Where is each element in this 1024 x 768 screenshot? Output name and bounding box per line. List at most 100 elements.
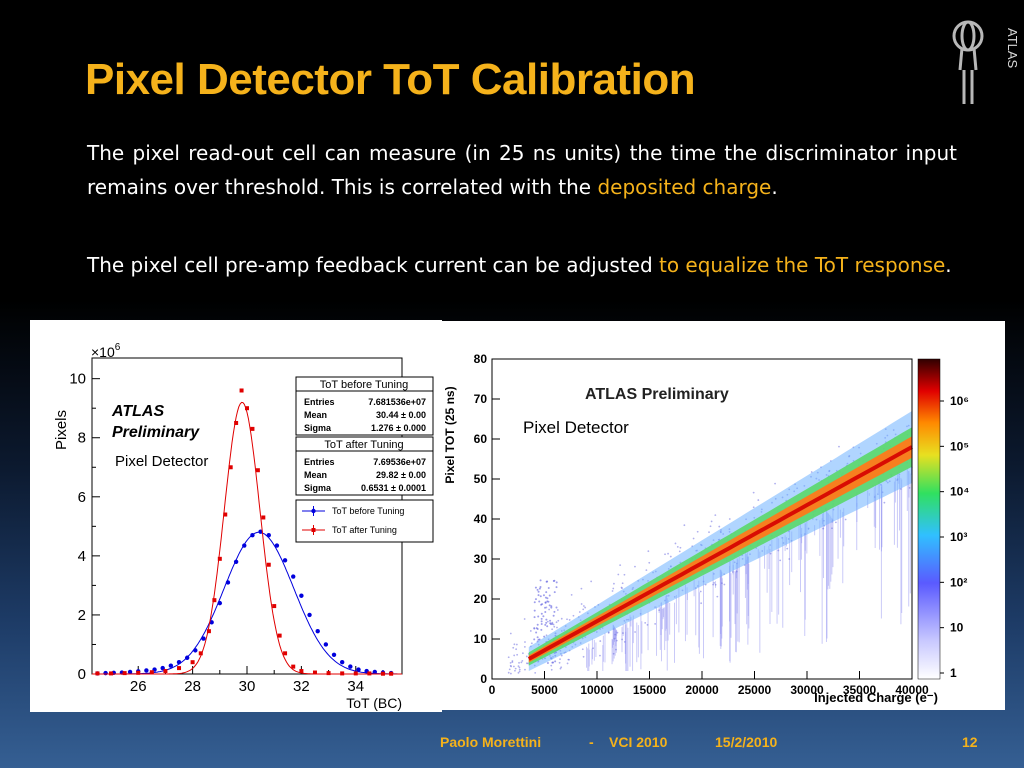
point-after	[163, 669, 168, 674]
point-before	[356, 667, 361, 672]
annotation-pixel-detector: Pixel Detector	[115, 453, 208, 470]
point-after	[389, 671, 394, 676]
exponent-label: ×106	[91, 342, 121, 360]
scatter-dot	[545, 618, 548, 621]
scatter-dot	[511, 661, 514, 664]
scatter-dot	[509, 672, 512, 675]
scatter-dot	[647, 550, 650, 553]
scatter-dot	[645, 569, 648, 572]
scatter-dot	[710, 520, 713, 523]
scatter-dot	[553, 610, 556, 613]
scatter-dot	[584, 606, 587, 609]
watermark-atlas: ATLAS	[111, 403, 164, 420]
scatter-dot	[545, 634, 548, 637]
scatter-dot	[723, 583, 726, 586]
scatter-dot	[572, 614, 575, 617]
scatter-dot	[540, 620, 543, 623]
scatter-dot	[550, 606, 553, 609]
point-after	[212, 598, 217, 603]
x-axis-label: ToT (BC)	[346, 695, 402, 711]
scatter-dot	[616, 631, 619, 634]
scatter-dot	[699, 590, 702, 593]
scatter-dot	[592, 647, 595, 650]
scatter-dot	[556, 626, 558, 629]
point-before	[184, 655, 190, 660]
scatter-dot	[539, 595, 542, 598]
scatter-dot	[538, 600, 541, 603]
point-after	[367, 671, 372, 676]
y-tick-label: 2	[78, 607, 86, 624]
footer-page-number: 12	[962, 734, 978, 750]
scatter-dot	[512, 646, 515, 649]
scatter-dot	[566, 618, 568, 621]
y-tick-label: 10	[474, 632, 488, 646]
scatter-dot	[822, 527, 825, 530]
scatter-dot	[508, 668, 511, 671]
point-before	[193, 648, 198, 653]
scatter-dot	[555, 606, 558, 609]
scatter-dot	[622, 632, 624, 634]
paragraph-1: The pixel read-out cell can measure (in …	[87, 136, 957, 204]
scatter-dot	[779, 559, 782, 562]
scatter-dot	[786, 547, 789, 550]
stat-label: Sigma	[304, 423, 332, 433]
point-before	[225, 580, 231, 585]
legend-label-after: ToT after Tuning	[332, 525, 397, 535]
scatter-dot	[546, 661, 549, 664]
scatter-dot	[521, 659, 524, 662]
y-tick-label: 40	[474, 512, 488, 526]
z-tick-label: 1	[950, 666, 957, 680]
scatter-dot	[578, 611, 581, 613]
scatter-dot	[548, 604, 551, 607]
scatter-dot	[533, 609, 536, 612]
scatter-dot	[546, 600, 549, 603]
scatter-dot	[529, 630, 532, 632]
stat-value: 30.44 ± 0.00	[376, 410, 426, 420]
x-tick-label: 40000	[895, 683, 929, 697]
scatter-dot	[692, 537, 695, 540]
scatter-dot	[611, 590, 614, 592]
y-tick-label: 30	[474, 552, 488, 566]
footer-author: Paolo Morettini	[440, 734, 542, 750]
point-before	[266, 532, 271, 538]
scatter-dot	[560, 666, 563, 669]
scatter-dot	[533, 601, 536, 604]
scatter-dot	[509, 632, 512, 635]
scatter-dot	[838, 445, 840, 448]
scatter-dot	[539, 586, 542, 589]
scatter-dot	[590, 580, 593, 583]
scatter-dot	[535, 631, 538, 634]
stat-label: Entries	[304, 457, 335, 467]
y-tick-label: 70	[474, 392, 488, 406]
scatter-dot	[536, 627, 539, 630]
scatter-dot	[716, 595, 719, 598]
scatter-dot	[623, 640, 626, 643]
scatter-dot	[810, 471, 813, 473]
point-after	[277, 633, 282, 638]
scatter-dot	[560, 617, 563, 620]
point-after	[234, 420, 239, 425]
y-tick-label: 8	[78, 430, 86, 447]
stat-value: 7.69536e+07	[373, 457, 426, 467]
tot-histogram: ×106 Pixels ToT (BC) ATLAS Preliminary P…	[53, 342, 434, 711]
scatter-dot	[518, 666, 521, 669]
point-after	[326, 671, 331, 676]
legend: ToT before Tuning ToT after Tuning	[295, 499, 434, 543]
point-before	[282, 558, 288, 563]
point-before	[331, 652, 337, 658]
scatter-dot	[769, 552, 772, 555]
point-before	[299, 593, 304, 598]
stat-box-before: ToT before Tuning Entries 7.681536e+07 M…	[295, 376, 434, 436]
scatter-dot	[612, 587, 615, 590]
scatter-dot	[634, 631, 636, 633]
logo-leg-left	[958, 47, 964, 71]
scatter-dot	[540, 623, 543, 626]
logo-globe-meridian	[960, 20, 976, 52]
scatter-dot	[713, 582, 715, 584]
scatter-dot	[539, 579, 542, 582]
scatter-dot	[548, 594, 551, 597]
scatter-dot	[545, 591, 548, 594]
scatter-dot	[678, 550, 681, 553]
y-tick-label: 50	[474, 472, 488, 486]
paragraph-1-text: The pixel read-out cell can measure (in …	[87, 141, 957, 199]
